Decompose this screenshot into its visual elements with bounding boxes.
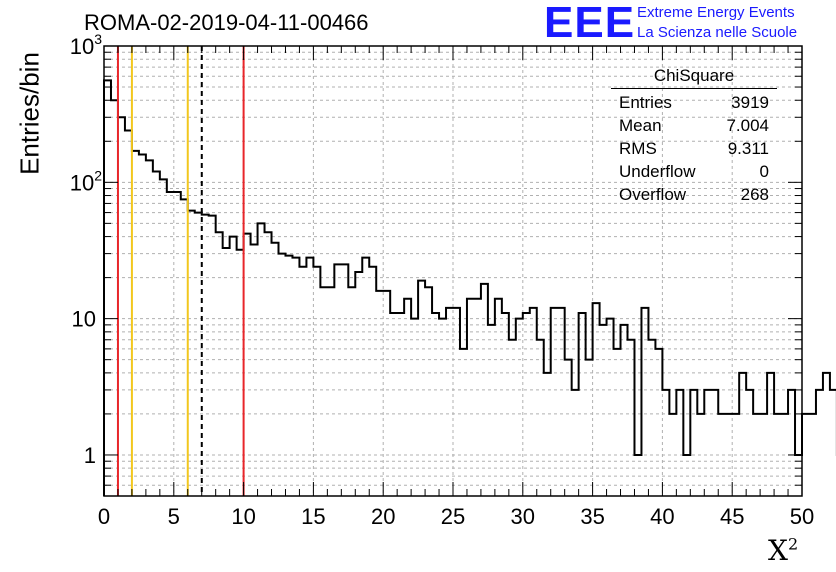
x-tick-label: 50	[790, 504, 814, 529]
stats-value: 7.004	[726, 116, 769, 135]
stats-row-underflow: Underflow 0	[611, 160, 777, 183]
x-tick-label: 0	[98, 504, 110, 529]
x-tick-label: 10	[231, 504, 255, 529]
logo-line-1: Extreme Energy Events	[637, 4, 795, 21]
stats-value: 0	[759, 162, 769, 181]
stats-value: 9.311	[727, 139, 769, 158]
stats-label: RMS	[619, 139, 657, 158]
stats-label: Mean	[619, 116, 662, 135]
x-axis-label: X2	[768, 534, 798, 567]
x-tick-label: 5	[168, 504, 180, 529]
stats-title: ChiSquare	[611, 66, 777, 89]
stats-row-entries: Entries 3919	[611, 91, 777, 114]
stats-label: Overflow	[619, 185, 687, 204]
x-tick-label: 40	[650, 504, 674, 529]
stats-value: 268	[740, 185, 769, 204]
logo-line-2: La Scienza nelle Scuole	[637, 24, 798, 41]
y-tick-label: 102	[70, 167, 102, 195]
x-axis-label-base: X	[768, 534, 788, 567]
x-tick-label: 30	[511, 504, 535, 529]
x-tick-label: 25	[441, 504, 465, 529]
x-axis-label-sup: 2	[787, 534, 799, 554]
x-tick-label: 15	[301, 504, 325, 529]
stats-box: ChiSquare Entries 3919 Mean 7.004 RMS 9.311…	[611, 66, 777, 206]
stats-row-overflow: Overflow 268	[611, 183, 777, 206]
y-tick-label: 103	[70, 31, 102, 59]
chart-title: ROMA-02-2019-04-11-00466	[84, 10, 369, 35]
y-tick-label: 1	[84, 443, 96, 468]
stats-value: 3919	[731, 93, 769, 112]
y-tick-label: 10	[72, 307, 96, 332]
eee-logo-mark: EEE	[544, 0, 636, 47]
stats-row-mean: Mean 7.004	[611, 114, 777, 137]
stats-row-rms: RMS 9.311	[611, 137, 777, 160]
stats-label: Entries	[619, 93, 672, 112]
x-tick-label: 35	[580, 504, 604, 529]
x-tick-label: 45	[720, 504, 744, 529]
histogram-steps	[103, 79, 836, 496]
y-axis-label: Entries/bin	[14, 52, 45, 175]
stats-label: Underflow	[619, 162, 696, 181]
x-tick-label: 20	[371, 504, 395, 529]
